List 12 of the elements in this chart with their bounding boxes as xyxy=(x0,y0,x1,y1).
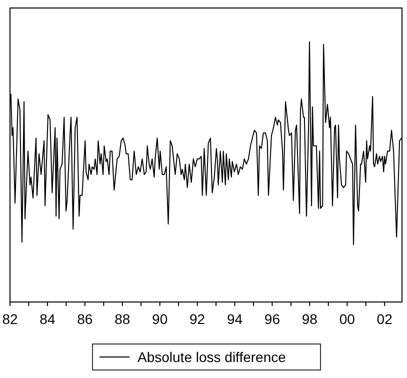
x-tick-label: 98 xyxy=(302,311,318,327)
x-tick-label: 84 xyxy=(40,311,56,327)
x-tick-label: 00 xyxy=(339,311,356,327)
x-tick-label: 02 xyxy=(376,311,393,327)
x-tick-label: 88 xyxy=(114,311,130,327)
x-tick-label: 82 xyxy=(2,311,18,327)
x-tick-label: 92 xyxy=(190,311,206,327)
legend-label: Absolute loss difference xyxy=(138,349,286,365)
x-tick-label: 94 xyxy=(226,311,243,327)
x-tick-label: 90 xyxy=(152,311,168,327)
x-tick-label: 96 xyxy=(264,311,280,327)
x-tick-label: 86 xyxy=(77,311,93,327)
